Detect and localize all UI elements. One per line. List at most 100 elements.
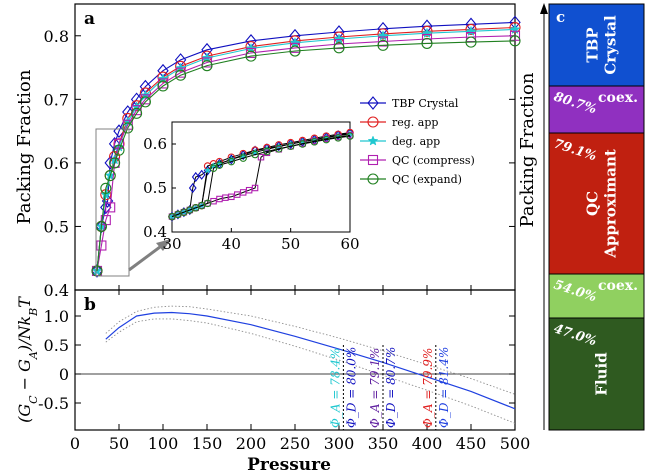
legend-bg bbox=[352, 151, 492, 169]
phase-name: coex. bbox=[598, 90, 638, 106]
data-point bbox=[100, 189, 112, 200]
inset-point bbox=[346, 132, 354, 140]
zoom-arrow-head bbox=[156, 239, 171, 251]
legend-marker bbox=[367, 154, 379, 166]
data-point bbox=[105, 202, 116, 213]
data-point bbox=[377, 28, 389, 40]
panel-c-arrowhead bbox=[540, 3, 548, 14]
inset-point bbox=[322, 135, 331, 144]
data-point bbox=[157, 71, 169, 83]
inset-point bbox=[209, 164, 218, 172]
inset-point bbox=[251, 150, 259, 159]
data-point bbox=[245, 50, 257, 62]
data-point bbox=[421, 25, 433, 37]
x-tick-label: 500 bbox=[500, 434, 531, 453]
y-tick-label: 1.0 bbox=[44, 307, 69, 326]
series-line bbox=[96, 40, 516, 271]
legend-bg bbox=[352, 94, 492, 112]
phase-name: QC bbox=[584, 191, 602, 216]
y-tick-label: 0.8 bbox=[44, 27, 69, 46]
inset-point bbox=[215, 161, 224, 169]
data-point bbox=[509, 30, 521, 41]
data-point bbox=[109, 157, 121, 169]
data-point bbox=[108, 136, 121, 151]
data-point bbox=[465, 36, 477, 48]
inset-y-tick-label: 0.5 bbox=[143, 179, 167, 197]
phase-block bbox=[548, 85, 645, 134]
data-point bbox=[465, 23, 477, 35]
panel-a-yticks: 0.4 0.5 0.6 0.7 0.8 bbox=[44, 27, 516, 300]
x-tick-label: 100 bbox=[148, 434, 179, 453]
legend-label: QC (expand) bbox=[392, 173, 462, 186]
data-point bbox=[377, 39, 389, 51]
x-tick-label: 150 bbox=[192, 434, 223, 453]
inset-point bbox=[179, 207, 188, 218]
data-point bbox=[289, 45, 301, 57]
data-point bbox=[175, 69, 187, 81]
inset-point bbox=[298, 140, 307, 148]
y-tick-label: 0.7 bbox=[44, 90, 69, 109]
data-point bbox=[333, 33, 345, 44]
inset-x-tick-label: 30 bbox=[162, 235, 181, 253]
panel-a-series bbox=[91, 15, 521, 278]
inset-point bbox=[334, 134, 342, 142]
inset-x-tick-label: 60 bbox=[340, 235, 359, 253]
phase-block bbox=[548, 3, 645, 87]
legend-label: TBP Crystal bbox=[392, 97, 459, 110]
inset-point bbox=[239, 149, 248, 161]
data-point bbox=[113, 144, 125, 156]
x-tick-label: 0 bbox=[70, 434, 80, 453]
x-tick-label: 200 bbox=[236, 434, 267, 453]
zoom-arrow bbox=[128, 242, 165, 272]
y-tick-label: 0.5 bbox=[44, 217, 69, 236]
y-tick-label: 0 bbox=[59, 365, 69, 384]
phase-name: Fluid bbox=[593, 352, 611, 396]
inset-plot: 30 40 50 60 0.4 0.5 0.6 bbox=[143, 121, 360, 253]
phi-d-label: Φ_D = 80.0% bbox=[344, 347, 358, 428]
inset-point bbox=[227, 157, 236, 166]
inset-point bbox=[275, 145, 283, 153]
inset-point bbox=[286, 142, 295, 150]
legend-marker bbox=[367, 96, 379, 110]
data-point bbox=[104, 170, 116, 182]
data-point bbox=[333, 31, 345, 43]
phi-a-label: Φ_A = 79.9% bbox=[421, 348, 435, 428]
data-point bbox=[333, 38, 345, 50]
panel-b-ylabel: (GC − GA)/NkBT bbox=[15, 296, 40, 423]
x-tick-label: 250 bbox=[280, 434, 311, 453]
panel-b-ticks: 1.0 0.5 0 -0.5 0 50 100 150 200 250 300 350 400 450 50… bbox=[38, 290, 530, 453]
phi-d-label: Φ_D = 80.7% bbox=[384, 347, 398, 428]
legend-label: deg. app bbox=[392, 135, 440, 148]
x-tick-label: 50 bbox=[109, 434, 129, 453]
data-point bbox=[139, 96, 151, 108]
x-axis-label: Pressure bbox=[247, 455, 331, 475]
data-point bbox=[377, 36, 389, 47]
panel-a: a Packing Fraction 0.4 0.5 0.6 0.7 0.8 TBP C… bbox=[14, 3, 521, 300]
legend-label: QC (compress) bbox=[392, 154, 475, 167]
panel-c-ylabel: Packing Fraction bbox=[517, 72, 538, 227]
legend-bg bbox=[352, 170, 492, 188]
inset-ticks: 30 40 50 60 0.4 0.5 0.6 bbox=[143, 135, 359, 253]
data-point bbox=[131, 107, 143, 119]
inset-frame bbox=[171, 121, 351, 233]
y-tick-label: 0.5 bbox=[44, 336, 69, 355]
inset-point bbox=[239, 152, 247, 160]
phase-name: Approximant bbox=[602, 149, 620, 259]
inset-series bbox=[168, 127, 354, 222]
phase-block bbox=[548, 317, 645, 431]
data-point bbox=[113, 138, 125, 149]
y-tick-label: 0.4 bbox=[44, 281, 69, 300]
series-line bbox=[96, 35, 516, 271]
phase-name: coex. bbox=[598, 278, 638, 294]
phi-d-label: Φ_D = 81.4% bbox=[437, 347, 451, 428]
data-point bbox=[509, 21, 521, 34]
x-tick-label: 350 bbox=[368, 434, 399, 453]
inset-point bbox=[174, 209, 182, 220]
panel-c-label: c bbox=[556, 8, 565, 26]
legend-bg bbox=[352, 132, 492, 150]
data-point bbox=[289, 37, 301, 48]
phase-annotations: Φ_A = 78.4% Φ_D = 80.0% Φ_A = 79.1% Φ_D = 8… bbox=[328, 345, 451, 430]
inset-point bbox=[191, 171, 200, 183]
